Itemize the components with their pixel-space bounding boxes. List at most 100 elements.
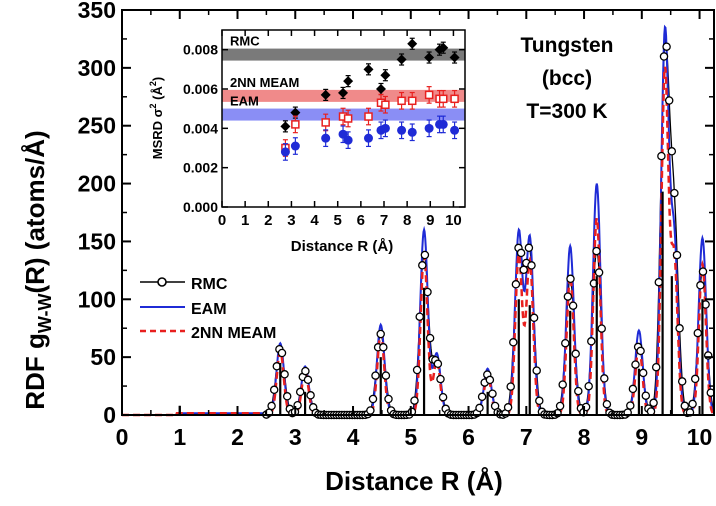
- meam-msrd-point: [381, 100, 390, 109]
- rmc-marker: [693, 328, 703, 338]
- rmc-marker: [696, 281, 705, 290]
- meam-msrd-point: [450, 94, 459, 104]
- meam-msrd-point: [438, 94, 448, 104]
- rmc-marker: [555, 401, 565, 411]
- rmc-marker: [602, 399, 612, 409]
- rmc-marker: [594, 268, 604, 277]
- rmc-msrd-point: [343, 76, 354, 87]
- inset-x-axis-label: Distance R (Å): [291, 238, 394, 255]
- inset-y-tick-label: 0.002: [183, 160, 218, 176]
- inset-x-tick-label: 3: [287, 212, 295, 229]
- main-y-axis-label-text: RDF g: [20, 333, 50, 410]
- rmc-marker: [677, 377, 687, 386]
- rmc-msrd-point: [338, 87, 349, 98]
- rmc-msrd-point: [320, 89, 331, 100]
- rmc-marker: [600, 374, 609, 383]
- rmc-marker: [269, 385, 279, 395]
- meam-msrd-point: [343, 114, 353, 123]
- inset-x-tick-label: 1: [241, 212, 249, 229]
- rmc-marker: [519, 265, 528, 275]
- inset-y-tick-label: 0.008: [183, 42, 218, 58]
- rmc-marker: [664, 96, 674, 105]
- eam-msrd-point: [343, 135, 353, 145]
- inset-y-label-text: MSRD σ: [150, 108, 165, 159]
- inset-x-tick-label: 6: [357, 212, 365, 229]
- x-tick-label: 2: [231, 424, 244, 450]
- main-y-axis-label-tail: (R) (atoms/Å): [20, 130, 50, 293]
- rmc-marker: [511, 280, 521, 289]
- inset-x-tick-label: 7: [380, 212, 388, 229]
- inset-x-tick-label: 0: [218, 212, 226, 229]
- rmc-msrd-point: [280, 121, 291, 132]
- annotation-line-2: (bcc): [542, 67, 592, 90]
- y-tick-label: 350: [78, 0, 116, 23]
- rmc-marker: [654, 277, 664, 287]
- rmc-marker: [379, 343, 388, 352]
- rmc-marker: [438, 392, 448, 402]
- rmc-marker: [506, 382, 515, 391]
- annotation-line-3: T=300 K: [526, 100, 607, 123]
- inset-frame: [221, 29, 466, 208]
- rmc-marker: [436, 374, 445, 384]
- rmc-marker: [425, 333, 435, 343]
- main-x-axis-label: Distance R (Å): [325, 466, 503, 496]
- rmc-marker: [657, 151, 666, 161]
- rmc-marker: [420, 250, 430, 260]
- eam-msrd-point: [424, 123, 434, 133]
- rmc-marker: [641, 391, 651, 400]
- rmc-msrd-point: [449, 52, 460, 63]
- inset-y-tick-label: 0.000: [183, 199, 218, 215]
- inset-x-tick-label: 4: [310, 212, 319, 229]
- inset-y-label-tail: (Å: [150, 86, 165, 104]
- y-tick-label: 50: [90, 344, 116, 370]
- main-y-axis-label-sub: W-W: [35, 294, 55, 334]
- x-tick-label: 4: [347, 424, 360, 450]
- inset-y-label-end: ): [150, 77, 165, 81]
- inset-y-tick-label: 0.004: [183, 120, 218, 136]
- rmc-marker: [688, 399, 697, 409]
- y-tick-label: 300: [78, 55, 116, 81]
- meam-msrd-point: [321, 118, 330, 127]
- rmc-marker: [503, 403, 513, 412]
- rmc-marker: [628, 384, 638, 394]
- meam-msrd-point: [291, 120, 300, 129]
- rmc-marker: [675, 324, 684, 333]
- eam-msrd-point: [450, 125, 460, 135]
- rmc-marker: [303, 375, 313, 385]
- eam-msrd-point: [380, 123, 390, 133]
- inset-x-tick-label: 8: [403, 212, 411, 229]
- rmc-marker: [516, 248, 526, 258]
- x-tick-label: 3: [289, 424, 302, 450]
- y-tick-label: 100: [78, 286, 116, 312]
- inset-y-label-sup: 2: [148, 103, 158, 108]
- rmc-marker: [280, 370, 289, 379]
- inset-axes: 0 1 2 3 4 5 6 7 8 9 10 0.000 0.002 0.004 0.006 0.008: [183, 29, 466, 229]
- rmc-msrd-point: [375, 84, 386, 94]
- rmc-marker: [477, 392, 487, 402]
- eam-msrd-point: [280, 147, 290, 157]
- x-tick-label: 7: [520, 424, 533, 450]
- rmc-marker: [532, 366, 541, 375]
- eam-msrd-point: [397, 125, 407, 135]
- inset-y-label-sup2: 2: [148, 81, 158, 86]
- x-tick-label: 0: [116, 424, 129, 450]
- rmc-marker: [566, 274, 575, 284]
- meam-msrd-point: [397, 96, 406, 106]
- rmc-marker: [535, 396, 544, 406]
- band-label-2nn-meam: 2NN MEAM: [230, 75, 299, 90]
- y-tick-label: 0: [103, 402, 116, 428]
- inset-y-axis-label: MSRD σ2 (Å2): [148, 77, 165, 160]
- eam-msrd-point: [290, 141, 300, 151]
- rmc-marker: [433, 359, 443, 369]
- rmc-msrd-point: [407, 38, 418, 49]
- y-tick-label: 200: [78, 171, 116, 197]
- rmc-marker: [698, 267, 708, 276]
- rmc-marker: [592, 246, 601, 256]
- inset-x-tick-label: 10: [445, 212, 462, 229]
- inset-y-tick-label: 0.006: [183, 81, 218, 97]
- rmc-marker: [636, 346, 645, 356]
- legend-entry-rmc: RMC: [140, 276, 228, 293]
- rmc-marker: [306, 391, 315, 400]
- x-tick-label: 8: [578, 424, 591, 450]
